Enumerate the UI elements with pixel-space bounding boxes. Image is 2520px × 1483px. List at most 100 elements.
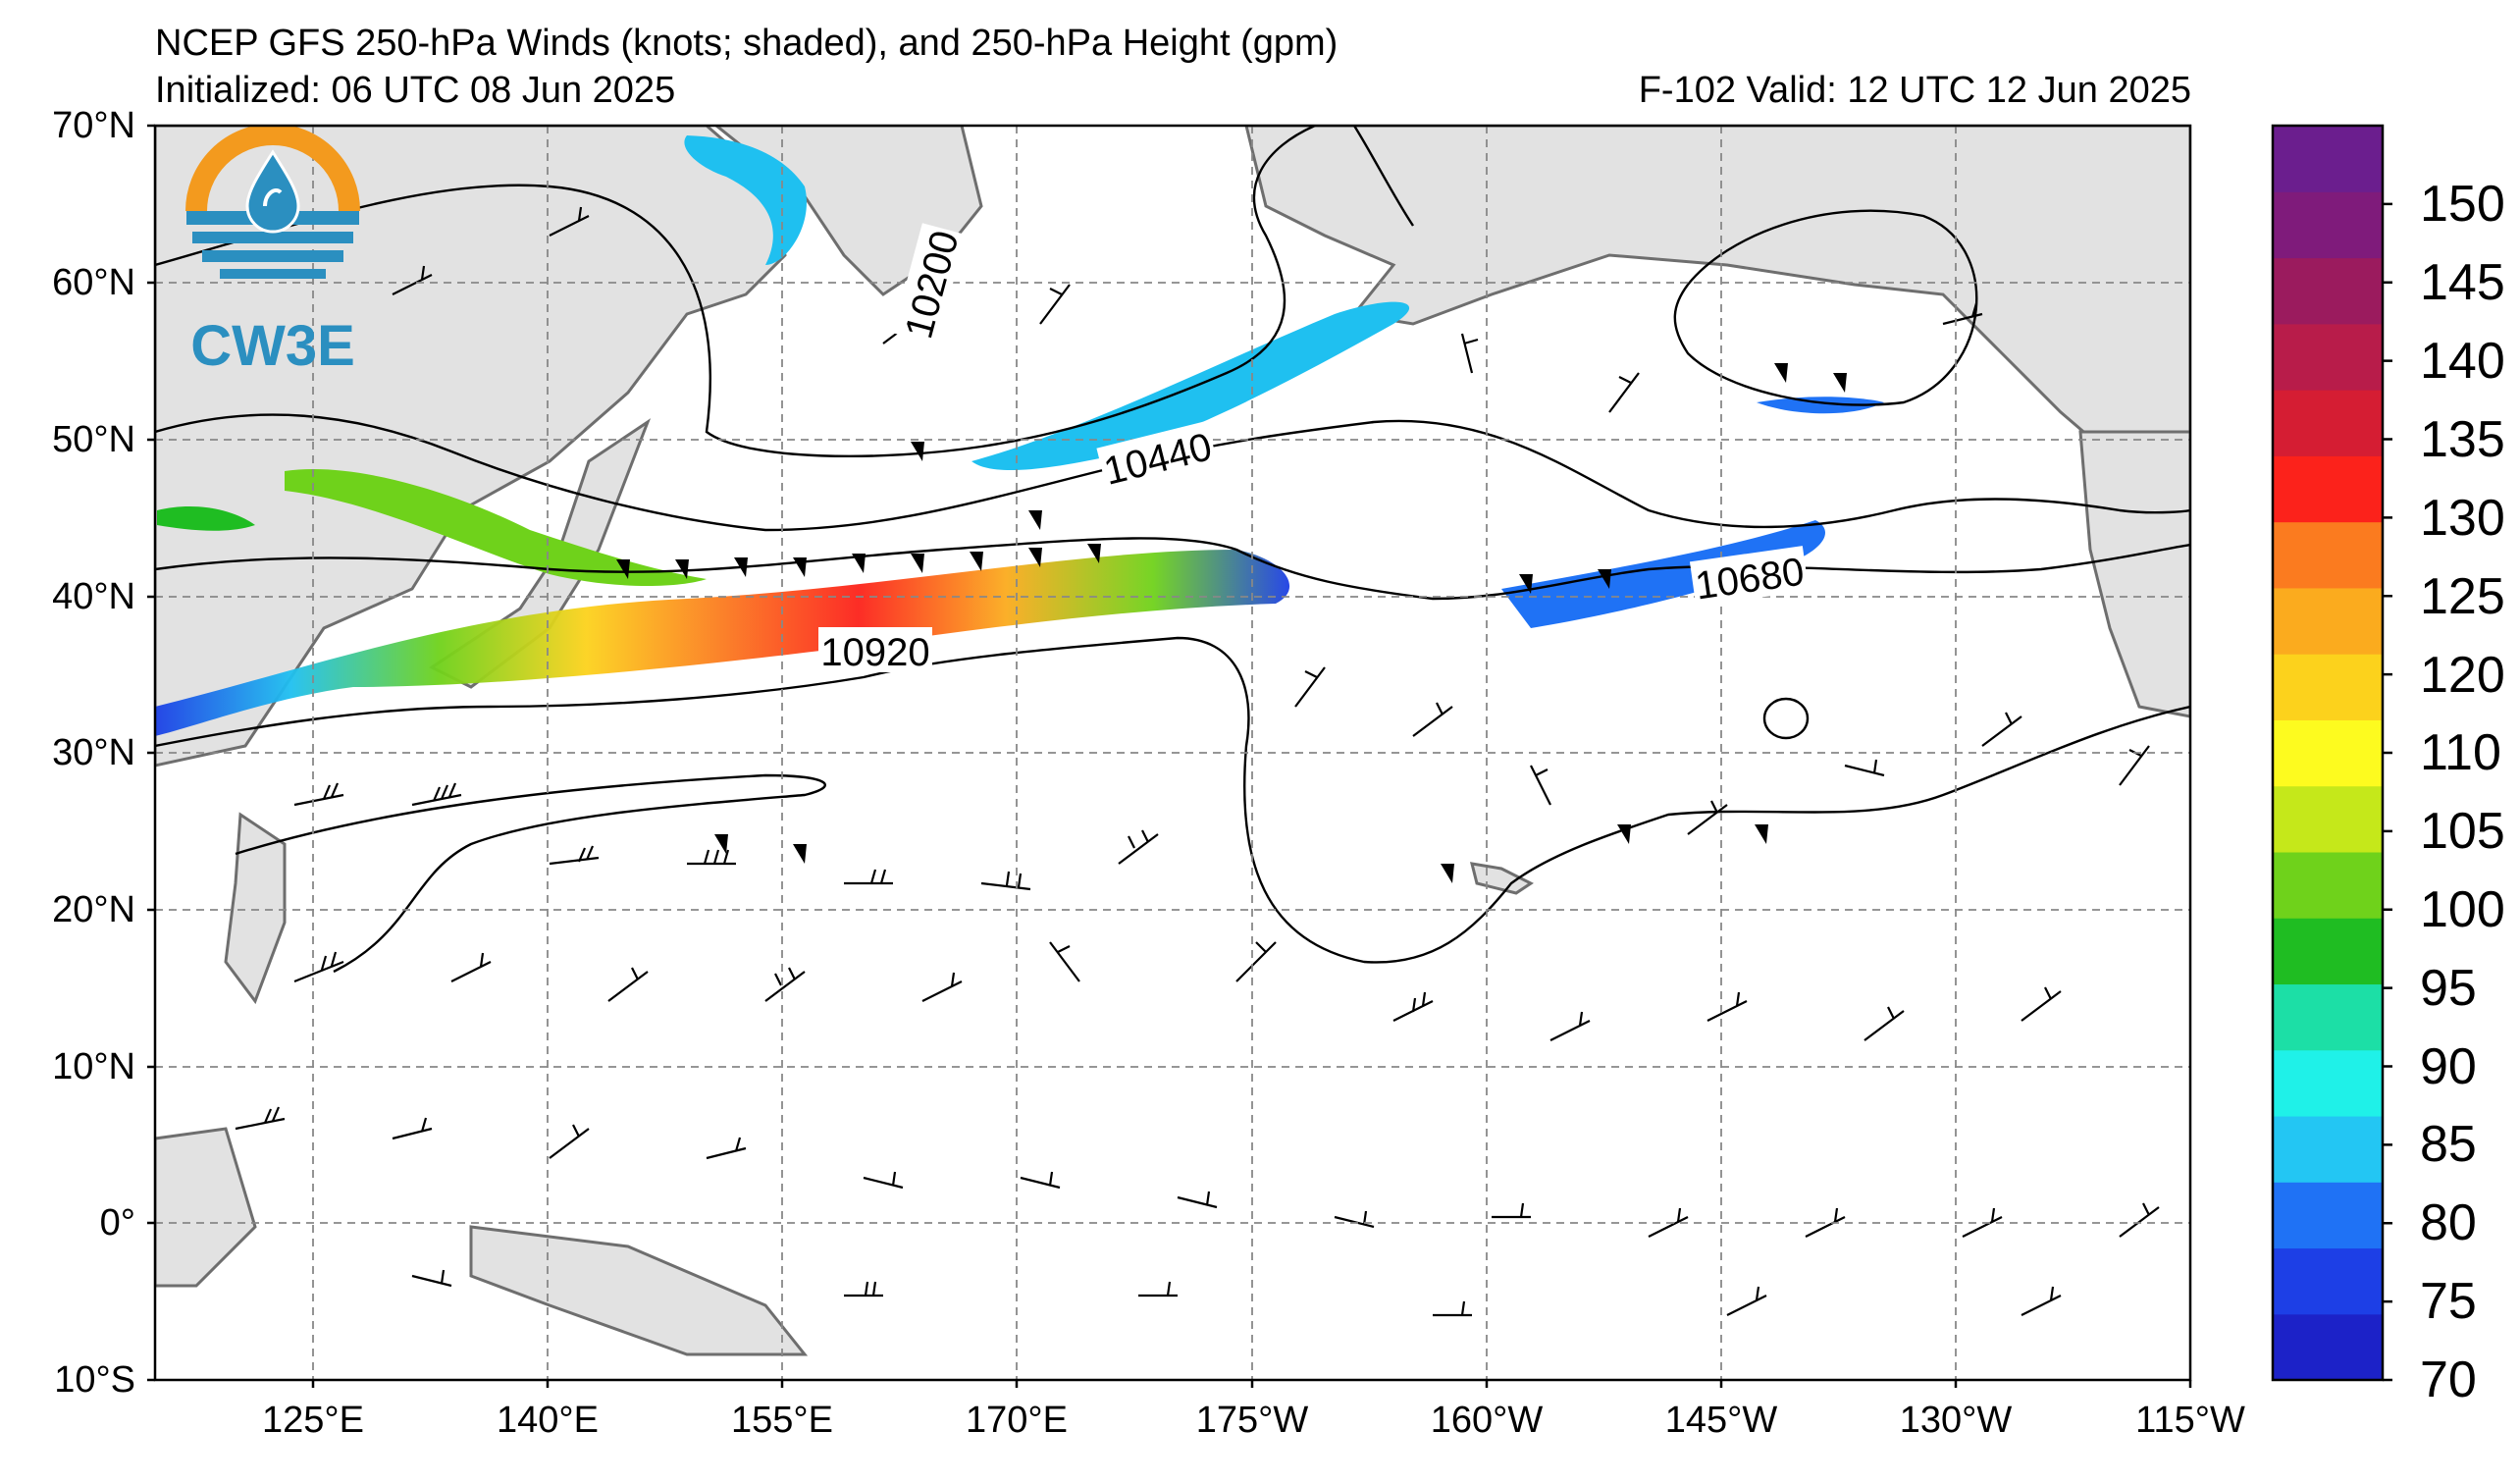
- wind-barb: [450, 952, 492, 982]
- lon-label: 160°W: [1430, 1400, 1544, 1441]
- wind-pennant: [911, 442, 924, 461]
- wind-barb: [921, 972, 963, 1002]
- colorbar-label: 70: [2420, 1351, 2477, 1408]
- lon-label: 175°W: [1195, 1400, 1309, 1441]
- wind-barb: [1492, 1202, 1531, 1219]
- contour-label-10920: 10920: [820, 631, 929, 674]
- wind-pennant: [793, 557, 807, 577]
- jet-shading: [155, 135, 1884, 736]
- jet-streak-okhotsk: [684, 135, 807, 265]
- wind-pennant: [1087, 544, 1101, 563]
- gridlines: [155, 126, 2190, 1380]
- lon-label: 140°E: [497, 1400, 599, 1441]
- wind-barb: [392, 265, 433, 295]
- colorbar-swatch: [2273, 983, 2383, 1051]
- wind-barb: [1235, 941, 1277, 982]
- colorbar-label: 90: [2420, 1038, 2477, 1095]
- wind-barb: [1648, 1207, 1689, 1238]
- colorbar-swatch: [2273, 785, 2383, 853]
- land: [155, 126, 2190, 1356]
- lat-label: 60°N: [52, 262, 135, 303]
- wind-barb: [1392, 991, 1434, 1022]
- logo-text: CW3E: [190, 314, 355, 378]
- wind-pennant: [1774, 363, 1788, 383]
- axis-ticks: [147, 124, 2192, 1388]
- colorbar-swatch: [2273, 390, 2383, 456]
- colorbar-label: 75: [2420, 1273, 2477, 1330]
- wind-barb: [549, 1124, 590, 1159]
- wind-barb: [2119, 1202, 2160, 1238]
- wind-barb: [411, 782, 462, 807]
- wind-barb: [1530, 765, 1551, 806]
- colorbar-label: 145: [2420, 254, 2505, 311]
- wind-pennants: [616, 363, 1847, 883]
- wind-barb: [1118, 829, 1159, 865]
- wind-barb: [863, 1171, 904, 1190]
- wind-barb: [687, 849, 736, 866]
- wind-barb: [844, 869, 893, 885]
- colorbar-label: 100: [2420, 881, 2505, 938]
- initialized-time: Initialized: 06 UTC 08 Jun 2025: [155, 70, 676, 111]
- colorbar-frame: [2271, 124, 2385, 1382]
- colorbar-swatch: [2273, 521, 2383, 589]
- philippines-islands: [224, 812, 287, 1005]
- lon-label: 170°E: [966, 1400, 1068, 1441]
- lon-label: 115°W: [2135, 1400, 2245, 1441]
- wind-pennant: [1441, 864, 1454, 883]
- colorbar-label: 130: [2420, 490, 2505, 547]
- wind-barb: [1549, 1011, 1591, 1041]
- wind-barb: [1726, 1286, 1767, 1316]
- lon-label: 130°W: [1899, 1400, 2013, 1441]
- wind-barb: [549, 845, 600, 866]
- wind-barb: [1433, 1300, 1472, 1317]
- wind-barb: [1706, 991, 1748, 1022]
- colorbar-swatch: [2273, 323, 2383, 391]
- wind-barb: [1039, 284, 1071, 325]
- wind-barb: [1864, 1006, 1905, 1041]
- height-contours: [155, 126, 2190, 974]
- wind-barb: [392, 1117, 433, 1140]
- contour-north-edge: [1352, 126, 1414, 227]
- valid-time: F-102 Valid: 12 UTC 12 Jun 2025: [1638, 70, 2191, 111]
- wind-pennant: [1755, 824, 1768, 844]
- new-guinea: [469, 1225, 809, 1356]
- wind-barb: [1844, 759, 1885, 777]
- wind-pennant: [675, 559, 689, 579]
- borneo: [155, 1127, 257, 1288]
- wind-barb: [1294, 666, 1326, 708]
- colorbar-swatch: [2273, 1049, 2383, 1117]
- jet-streak-west: [157, 505, 255, 531]
- wind-barb: [1942, 302, 1983, 326]
- wind-barb: [1460, 333, 1479, 374]
- jet-streak-bering: [971, 301, 1410, 471]
- wind-barb: [2021, 1286, 2062, 1316]
- colorbar: [2273, 126, 2392, 1382]
- logo-ring: [185, 126, 360, 212]
- north-america-west-coast: [2078, 430, 2190, 718]
- colorbar-swatch: [2273, 654, 2383, 720]
- contour-subtropical: [235, 773, 826, 974]
- wind-barb: [235, 1106, 286, 1131]
- lat-label: 30°N: [52, 732, 135, 773]
- wind-barbs: [235, 206, 2160, 1317]
- map-content: 10200 10440 10680 10920 CW3E: [155, 126, 2190, 1380]
- wind-barb: [293, 782, 344, 807]
- colorbar-swatch: [2273, 1247, 2383, 1315]
- map-title: NCEP GFS 250-hPa Winds (knots; shaded), …: [155, 23, 1339, 64]
- wind-barb: [1608, 372, 1640, 413]
- contour-small-high: [1762, 697, 1810, 740]
- colorbar-label: 125: [2420, 568, 2505, 625]
- wind-pennant: [1028, 548, 1042, 567]
- colorbar-label: 85: [2420, 1116, 2477, 1173]
- wind-pennant: [1833, 373, 1847, 393]
- lat-label: 40°N: [52, 576, 135, 617]
- wind-pennant: [1598, 569, 1611, 589]
- wind-pennant: [1519, 574, 1533, 594]
- colorbar-swatch: [2273, 126, 2383, 192]
- contour-alaska-closed-low: [1673, 209, 1978, 406]
- wind-pennant: [714, 834, 728, 854]
- colorbar-label: 140: [2420, 333, 2505, 390]
- wind-barb: [1412, 702, 1453, 737]
- colorbar-swatch: [2273, 191, 2383, 259]
